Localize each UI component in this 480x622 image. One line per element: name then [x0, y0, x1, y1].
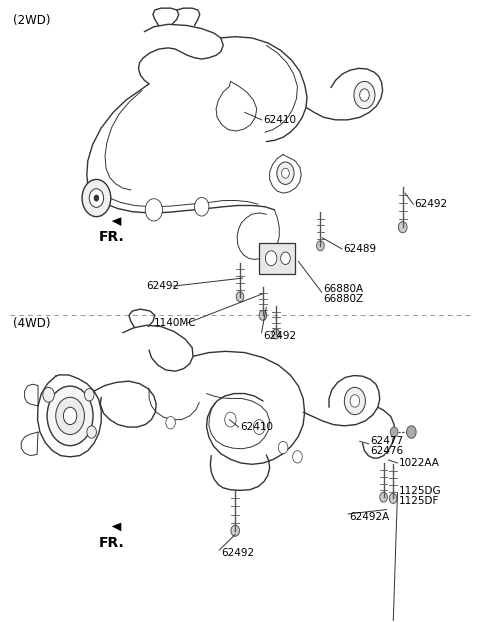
- Circle shape: [231, 525, 240, 536]
- Circle shape: [354, 81, 375, 109]
- Circle shape: [278, 442, 288, 453]
- Circle shape: [389, 493, 397, 503]
- Circle shape: [265, 251, 277, 266]
- Text: 62492: 62492: [415, 199, 448, 209]
- Circle shape: [56, 397, 84, 435]
- Text: 1125DF: 1125DF: [399, 496, 439, 506]
- Circle shape: [145, 198, 162, 221]
- Circle shape: [43, 388, 54, 402]
- Text: 62489: 62489: [343, 244, 376, 254]
- Circle shape: [63, 407, 77, 425]
- Circle shape: [398, 221, 407, 233]
- Circle shape: [259, 310, 267, 320]
- Circle shape: [390, 427, 398, 437]
- Circle shape: [360, 89, 369, 101]
- Circle shape: [84, 389, 94, 401]
- Text: 62477: 62477: [370, 436, 403, 447]
- Circle shape: [344, 388, 365, 415]
- Circle shape: [281, 252, 290, 264]
- Circle shape: [166, 417, 175, 429]
- Text: 62492A: 62492A: [349, 512, 389, 522]
- Circle shape: [194, 197, 209, 216]
- Text: 62476: 62476: [370, 446, 403, 457]
- Text: FR.: FR.: [99, 230, 124, 244]
- Circle shape: [94, 195, 99, 201]
- Circle shape: [317, 241, 324, 251]
- Circle shape: [225, 412, 236, 427]
- Circle shape: [82, 179, 111, 216]
- Text: FR.: FR.: [99, 536, 124, 550]
- Text: 66880Z: 66880Z: [323, 294, 363, 304]
- Text: 62492: 62492: [147, 281, 180, 291]
- Circle shape: [282, 169, 289, 178]
- Text: 62410: 62410: [240, 422, 273, 432]
- Circle shape: [236, 292, 244, 302]
- Circle shape: [47, 386, 93, 446]
- Text: (4WD): (4WD): [12, 317, 50, 330]
- Text: 1022AA: 1022AA: [399, 458, 440, 468]
- Circle shape: [253, 420, 265, 435]
- Text: 1140MC: 1140MC: [154, 318, 196, 328]
- Text: 62492: 62492: [221, 548, 254, 558]
- Circle shape: [407, 426, 416, 439]
- Circle shape: [87, 426, 96, 439]
- Text: 62492: 62492: [263, 331, 296, 341]
- Circle shape: [293, 450, 302, 463]
- Polygon shape: [112, 522, 121, 531]
- Text: 62410: 62410: [263, 115, 296, 125]
- Circle shape: [277, 162, 294, 184]
- Polygon shape: [112, 217, 121, 226]
- Text: 66880A: 66880A: [323, 284, 363, 294]
- Circle shape: [89, 188, 104, 207]
- Bar: [259, 243, 295, 274]
- Circle shape: [350, 395, 360, 407]
- Text: 1125DG: 1125DG: [399, 486, 442, 496]
- Text: (2WD): (2WD): [12, 14, 50, 27]
- Circle shape: [272, 329, 280, 339]
- Circle shape: [380, 492, 387, 502]
